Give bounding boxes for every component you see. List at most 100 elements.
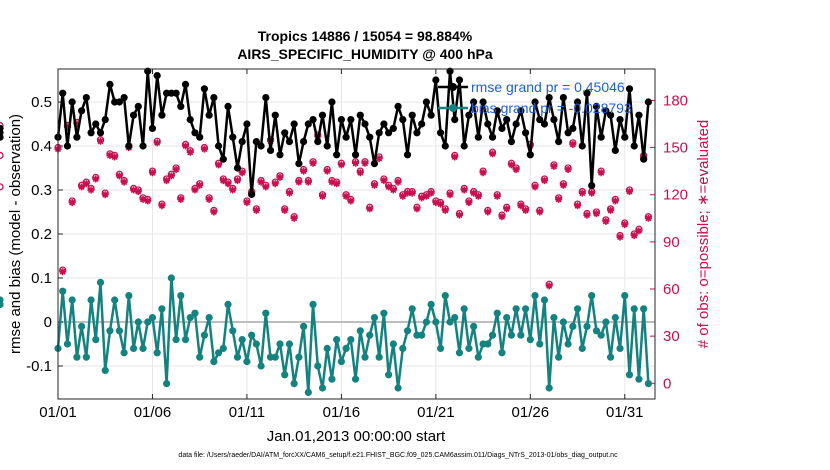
legend-rmse-label: rmse grand pr = 0.45046 — [471, 79, 625, 95]
bias-point — [380, 309, 388, 317]
obs-evaluated-point — [621, 221, 629, 229]
rmse-point — [488, 133, 497, 141]
obs-evaluated-point — [144, 197, 152, 205]
obs-evaluated-point — [210, 208, 218, 216]
rmse-point — [380, 120, 388, 128]
bias-point — [630, 305, 638, 313]
bias-point — [592, 327, 601, 335]
obs-evaluated-point — [517, 202, 525, 210]
chart-title: Tropics 14886 / 15054 = 98.884% — [258, 28, 473, 44]
rmse-point — [290, 120, 298, 128]
bias-point — [172, 336, 180, 344]
bias-point — [597, 331, 605, 339]
y-tick-label: 0.5 — [31, 94, 52, 111]
obs-evaluated-point — [479, 169, 487, 177]
y-axis-left: -0.1 0 0.1 0.2 0.3 0.4 0.5 — [26, 94, 63, 375]
bias-point — [550, 314, 558, 322]
bias-point — [96, 278, 105, 286]
y-axis-label: rmse and bias (model - observation) — [7, 114, 24, 354]
bias-point — [507, 331, 516, 339]
bias-point — [337, 358, 345, 366]
obs-evaluated-point — [92, 175, 100, 183]
obs-evaluated-point — [432, 199, 440, 207]
obs-evaluated-point — [498, 213, 506, 221]
obs-evaluated-point — [588, 189, 596, 197]
rmse-point — [356, 111, 364, 119]
bias-point — [210, 358, 218, 366]
x-axis: 01/01 01/06 01/11 01/16 01/21 01/26 01/31 — [39, 69, 644, 421]
bias-point — [498, 349, 506, 357]
bias-point — [361, 353, 369, 361]
legend: rmse grand pr = 0.45046 bias grand pr = … — [438, 79, 632, 116]
bias-point — [158, 305, 166, 313]
obs-possible-point — [0, 151, 4, 160]
bias-point — [583, 322, 591, 330]
rmse-point — [470, 98, 478, 106]
obs-evaluated-point — [177, 195, 185, 203]
obs-evaluated-point — [404, 189, 412, 197]
obs-evaluated-point — [295, 178, 303, 186]
bias-point — [219, 344, 227, 352]
bias-point — [111, 296, 119, 304]
bias-point — [59, 287, 67, 295]
bias-point — [531, 292, 539, 300]
rmse-point — [229, 133, 237, 141]
obs-evaluated-point — [489, 150, 497, 158]
bias-point — [200, 331, 209, 339]
rmse-point — [427, 111, 435, 119]
rmse-point — [389, 124, 397, 132]
obs-possible-point — [0, 121, 4, 130]
rmse-point — [441, 142, 449, 150]
rmse-point — [59, 89, 67, 97]
obs-evaluated-point — [460, 186, 468, 194]
rmse-point — [153, 72, 161, 80]
obs-evaluated-point — [158, 202, 166, 210]
y2-tick-label: 30 — [663, 328, 680, 345]
obs-evaluated-point — [446, 191, 454, 199]
bias-point — [78, 322, 86, 330]
rmse-point — [257, 142, 265, 150]
x-tick-label: 01/21 — [417, 404, 455, 421]
obs-evaluated-point — [68, 199, 76, 207]
rmse-point — [191, 129, 199, 137]
title-block: Tropics 14886 / 15054 = 98.884% AIRS_SPE… — [237, 28, 493, 62]
bias-point — [163, 380, 171, 388]
rmse-point — [597, 133, 605, 141]
obs-evaluated-point — [644, 214, 652, 222]
obs-evaluated-point — [574, 202, 582, 210]
bias-point — [290, 380, 298, 388]
bias-point — [309, 300, 317, 308]
bias-point — [602, 318, 610, 326]
obs-evaluated-point — [200, 145, 208, 153]
rmse-point — [177, 102, 185, 110]
bias-point — [153, 349, 161, 357]
rmse-point — [276, 151, 284, 159]
obs-evaluated-point — [493, 192, 501, 200]
rmse-point — [526, 151, 534, 159]
obs-evaluated-point — [82, 180, 90, 188]
bias-point — [281, 371, 289, 379]
rmse-point — [413, 129, 421, 137]
rmse-point — [607, 111, 615, 119]
bias-point — [248, 331, 256, 339]
bias-point — [205, 314, 213, 322]
x-axis-label: Jan.01,2013 00:00:00 start — [267, 428, 446, 445]
bias-point — [300, 322, 308, 330]
rmse-point — [96, 129, 105, 137]
rmse-point — [63, 142, 72, 150]
bias-point — [526, 336, 534, 344]
bias-point — [252, 340, 260, 348]
legend-rmse-marker — [449, 83, 457, 91]
bias-point — [214, 349, 223, 357]
legend-bias-label: bias grand pr = -0.028793 — [471, 100, 632, 116]
obs-evaluated-point — [87, 186, 95, 194]
rmse-point — [266, 146, 275, 154]
rmse-point — [248, 190, 256, 198]
rmse-point — [342, 133, 350, 141]
obs-evaluated-point — [545, 282, 553, 290]
bias-point — [262, 309, 270, 317]
x-tick-label: 01/01 — [39, 404, 77, 421]
bias-point — [536, 340, 544, 348]
bias-point — [148, 314, 157, 322]
bias-point — [446, 318, 454, 326]
